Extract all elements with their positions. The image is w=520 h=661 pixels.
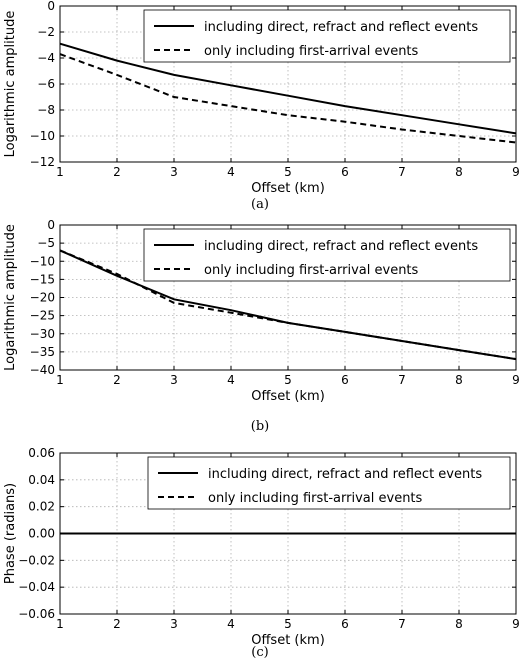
series-line-all-events [59, 42, 517, 135]
x-tick-label: 3 [170, 165, 178, 179]
y-tick-label: −10 [30, 254, 55, 268]
y-tick-label: −35 [30, 345, 55, 359]
y-tick-label: 0.06 [28, 446, 55, 460]
y-tick-label: −0.06 [18, 607, 55, 621]
legend-label: including direct, refract and reflect ev… [204, 239, 478, 254]
y-tick-label: −10 [30, 129, 55, 143]
panel-caption: (c) [251, 645, 268, 660]
legend-label: only including first-arrival events [204, 44, 419, 59]
x-tick-label: 3 [170, 373, 178, 387]
y-axis-label: Logarithmic amplitude [3, 11, 18, 158]
legend: including direct, refract and reflect ev… [143, 9, 511, 63]
x-tick-label: 2 [113, 373, 121, 387]
y-axis-label: Phase (radians) [3, 483, 18, 584]
x-axis-label: Offset (km) [251, 181, 325, 196]
x-tick-label: 2 [113, 165, 121, 179]
x-tick-label: 8 [455, 617, 463, 631]
x-tick-label: 5 [284, 617, 292, 631]
x-tick-label: 9 [512, 617, 520, 631]
panel-caption: (b) [251, 419, 269, 434]
legend-label: only including first-arrival events [204, 263, 419, 278]
x-tick-label: 7 [398, 617, 406, 631]
x-tick-label: 5 [284, 373, 292, 387]
y-tick-label: −5 [37, 236, 55, 250]
y-tick-label: −6 [37, 77, 55, 91]
y-tick-label: 0 [47, 218, 55, 232]
y-tick-label: 0.04 [28, 473, 55, 487]
y-tick-label: −2 [37, 25, 55, 39]
x-tick-label: 4 [227, 617, 235, 631]
x-tick-label: 6 [341, 373, 349, 387]
legend-box [147, 456, 511, 510]
chart-panel-2: 1 2 3 4 5 6 7 8 9 0 −5 −10 −15 −20 −25 −30 −35 −40 includi… [3, 218, 520, 434]
chart-panel-1: 1 2 3 4 5 6 7 8 9 0 −2 −4 −6 −8 −10 −12 including direct… [3, 0, 520, 212]
x-tick-label: 6 [341, 165, 349, 179]
x-tick-label: 1 [56, 617, 64, 631]
x-tick-label: 1 [56, 165, 64, 179]
x-tick-label: 9 [512, 165, 520, 179]
x-axis-label: Offset (km) [251, 633, 325, 648]
y-tick-label: −30 [30, 327, 55, 341]
y-tick-label: 0.00 [28, 527, 55, 541]
y-tick-label: −0.02 [18, 553, 55, 567]
y-tick-label: −40 [30, 363, 55, 377]
x-tick-label: 6 [341, 617, 349, 631]
x-tick-label: 8 [455, 165, 463, 179]
y-tick-label: −12 [30, 155, 55, 169]
y-tick-label: 0 [47, 0, 55, 13]
y-axis-label: Logarithmic amplitude [3, 224, 18, 371]
y-tick-label: −0.04 [18, 580, 55, 594]
x-tick-label: 3 [170, 617, 178, 631]
legend: including direct, refract and reflect ev… [143, 228, 511, 282]
x-axis-label: Offset (km) [251, 389, 325, 404]
y-tick-label: −15 [30, 272, 55, 286]
plot-frame [59, 452, 517, 615]
x-tick-label: 7 [398, 165, 406, 179]
y-tick-label: −25 [30, 309, 55, 323]
y-tick-label: −20 [30, 291, 55, 305]
panel-caption: (a) [251, 197, 269, 212]
series-line-first-arrival [59, 249, 517, 361]
series-line-first-arrival [59, 53, 517, 144]
x-tick-label: 4 [227, 373, 235, 387]
x-tick-label: 5 [284, 165, 292, 179]
x-tick-label: 8 [455, 373, 463, 387]
x-tick-label: 4 [227, 165, 235, 179]
y-tick-label: −8 [37, 103, 55, 117]
x-tick-label: 2 [113, 617, 121, 631]
plot-frame [59, 5, 517, 163]
chart-panel-3: 1 2 3 4 5 6 7 8 9 0.06 0.04 0.02 0.00 −0.02 −0.04 −0.06… [3, 446, 520, 660]
plot-frame [59, 224, 517, 371]
legend: including direct, refract and reflect ev… [147, 456, 511, 510]
x-tick-label: 1 [56, 373, 64, 387]
legend-label: including direct, refract and reflect ev… [208, 467, 482, 482]
legend-box [143, 228, 511, 282]
x-tick-label: 9 [512, 373, 520, 387]
y-tick-label: −4 [37, 51, 55, 65]
y-tick-label: 0.02 [28, 500, 55, 514]
legend-label: including direct, refract and reflect ev… [204, 20, 478, 35]
legend-label: only including first-arrival events [208, 491, 423, 506]
legend-box [143, 9, 511, 63]
x-tick-label: 7 [398, 373, 406, 387]
